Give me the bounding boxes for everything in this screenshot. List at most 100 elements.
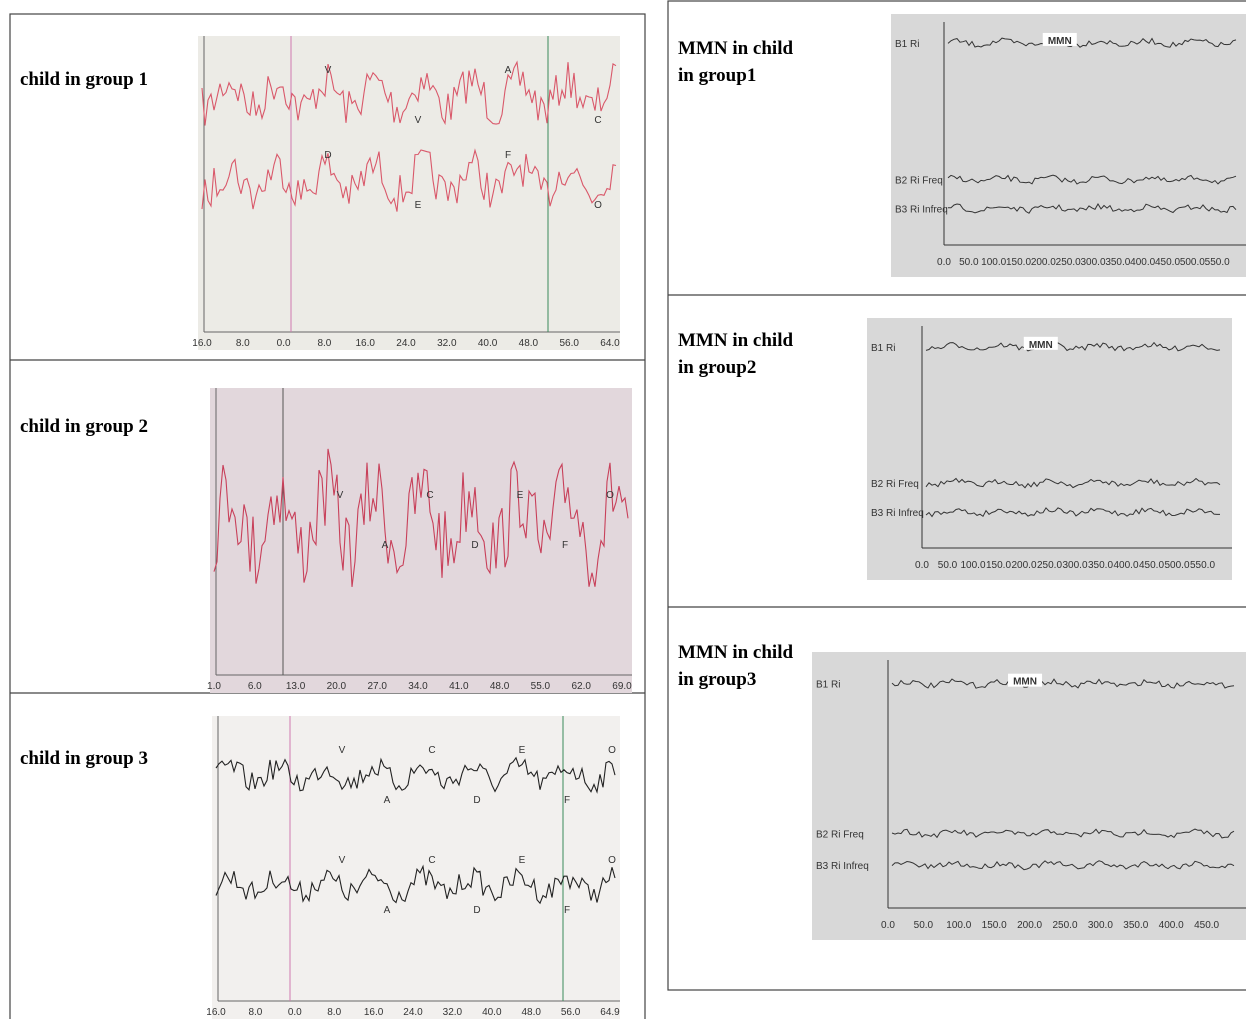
x-tick-label: 400.0: [1130, 257, 1155, 268]
x-tick-label: 400.0: [1159, 920, 1184, 931]
channel-label: B1 Ri: [895, 39, 919, 50]
x-tick-label: 34.0: [408, 681, 428, 692]
x-tick-label: 16.0: [355, 338, 375, 349]
table-borders: [9, 0, 1246, 1019]
x-tick-label: 55.0: [531, 681, 551, 692]
peak-label: A: [505, 65, 512, 76]
waveform: [891, 828, 1235, 839]
channel-label: B3 Ri Infreq: [871, 508, 924, 519]
mmn-tag-box: [1042, 32, 1077, 46]
peak-label: D: [324, 150, 331, 161]
peak-label: V: [325, 65, 332, 76]
x-tick-label: 550.0: [1205, 257, 1230, 268]
x-tick-label: 48.0: [519, 338, 539, 349]
x-tick-label: 350.0: [1123, 920, 1148, 931]
photo: 16.0 8.0 0.0 8.0 16.0 24.0 32.0 40.0 48.0 56.0 64.…: [192, 36, 620, 350]
x-tick-label: 8.0: [327, 1007, 341, 1018]
peak-label: A: [384, 905, 391, 916]
channel-label: B1 Ri: [871, 343, 895, 354]
x-tick-label: 16.0: [206, 1007, 226, 1018]
x-tick-label: 64.0: [600, 338, 620, 349]
mmn-tag-box: [1008, 673, 1043, 687]
channel-label: B2 Ri Freq: [895, 176, 943, 187]
photo-background: [812, 652, 1246, 940]
photo: 1.0 6.0 13.0 20.0 27.0 34.0 41.0 48.0 55.0 62.0 69…: [207, 388, 632, 693]
waveform: [201, 60, 617, 126]
x-tick-label: 24.0: [403, 1007, 423, 1018]
peak-label: V: [415, 115, 422, 126]
photo: 16.0 8.0 0.0 8.0 16.0 24.0 32.0 40.0 48.0 56.0 64.…: [206, 716, 620, 1019]
x-tick-label: 100.0: [960, 560, 985, 571]
mmn-tag: MMN: [1029, 340, 1053, 351]
waveform: [891, 678, 1235, 689]
x-tick-label: 27.0: [367, 681, 387, 692]
mmn-tag-box: [1023, 336, 1058, 350]
photo-background: [891, 14, 1246, 277]
mmn-tag: MMN: [1013, 677, 1037, 688]
peak-label: A: [382, 540, 389, 551]
x-tick-label: 150.0: [1006, 257, 1031, 268]
x-tick-label: 100.0: [981, 257, 1006, 268]
peak-label: D: [471, 540, 478, 551]
peak-label: F: [564, 795, 570, 806]
peak-label: O: [608, 745, 616, 756]
x-tick-label: 69.0: [612, 681, 632, 692]
x-tick-label: 0.0: [277, 338, 291, 349]
peak-label: D: [473, 905, 480, 916]
peak-label: O: [606, 490, 614, 501]
panel-label: child in group 1: [20, 69, 148, 90]
channel-label: B1 Ri: [816, 680, 840, 691]
peak-label: F: [505, 150, 511, 161]
peak-label: O: [608, 855, 616, 866]
x-tick-label: 50.0: [938, 560, 958, 571]
x-tick-label: 550.0: [1190, 560, 1215, 571]
x-tick-label: 0.0: [881, 920, 895, 931]
x-tick-label: 24.0: [396, 338, 416, 349]
x-tick-label: 200.0: [1011, 560, 1036, 571]
x-tick-label: 150.0: [986, 560, 1011, 571]
x-tick-label: 56.0: [559, 338, 579, 349]
x-tick-label: 1.0: [207, 681, 221, 692]
x-tick-label: 500.0: [1180, 257, 1205, 268]
x-tick-label: 0.0: [288, 1007, 302, 1018]
x-tick-label: 40.0: [482, 1007, 502, 1018]
peak-label: E: [415, 200, 422, 211]
x-tick-label: 48.0: [521, 1007, 541, 1018]
waveform: [947, 203, 1237, 214]
waveform: [947, 37, 1237, 48]
peak-label: E: [517, 490, 524, 501]
photo-background: [867, 318, 1232, 580]
channel-label: B2 Ri Freq: [816, 829, 864, 840]
x-tick-label: 64.9: [600, 1007, 620, 1018]
x-tick-label: 41.0: [449, 681, 469, 692]
waveform: [201, 148, 617, 212]
x-tick-label: 56.0: [561, 1007, 581, 1018]
x-tick-label: 350.0: [1105, 257, 1130, 268]
channel-label: B2 Ri Freq: [871, 479, 919, 490]
panel-label: in group1: [678, 65, 756, 86]
mmn-tag: MMN: [1048, 36, 1072, 47]
x-tick-label: 100.0: [946, 920, 971, 931]
waveform: [925, 341, 1221, 352]
x-tick-label: 250.0: [1037, 560, 1062, 571]
waveform: [215, 756, 616, 794]
peak-label: D: [473, 795, 480, 806]
x-tick-label: 40.0: [478, 338, 498, 349]
panel-label: child in group 3: [20, 748, 148, 769]
x-tick-label: 450.0: [1194, 920, 1219, 931]
x-tick-label: 8.0: [248, 1007, 262, 1018]
peak-label: E: [519, 855, 526, 866]
x-tick-label: 150.0: [982, 920, 1007, 931]
x-tick-label: 50.0: [959, 257, 979, 268]
peak-label: F: [562, 540, 568, 551]
x-tick-label: 8.0: [236, 338, 250, 349]
x-tick-label: 450.0: [1155, 257, 1180, 268]
panel-label: child in group 2: [20, 416, 148, 437]
waveform: [925, 477, 1221, 489]
x-tick-label: 450.0: [1139, 560, 1164, 571]
channel-label: B3 Ri Infreq: [816, 861, 869, 872]
